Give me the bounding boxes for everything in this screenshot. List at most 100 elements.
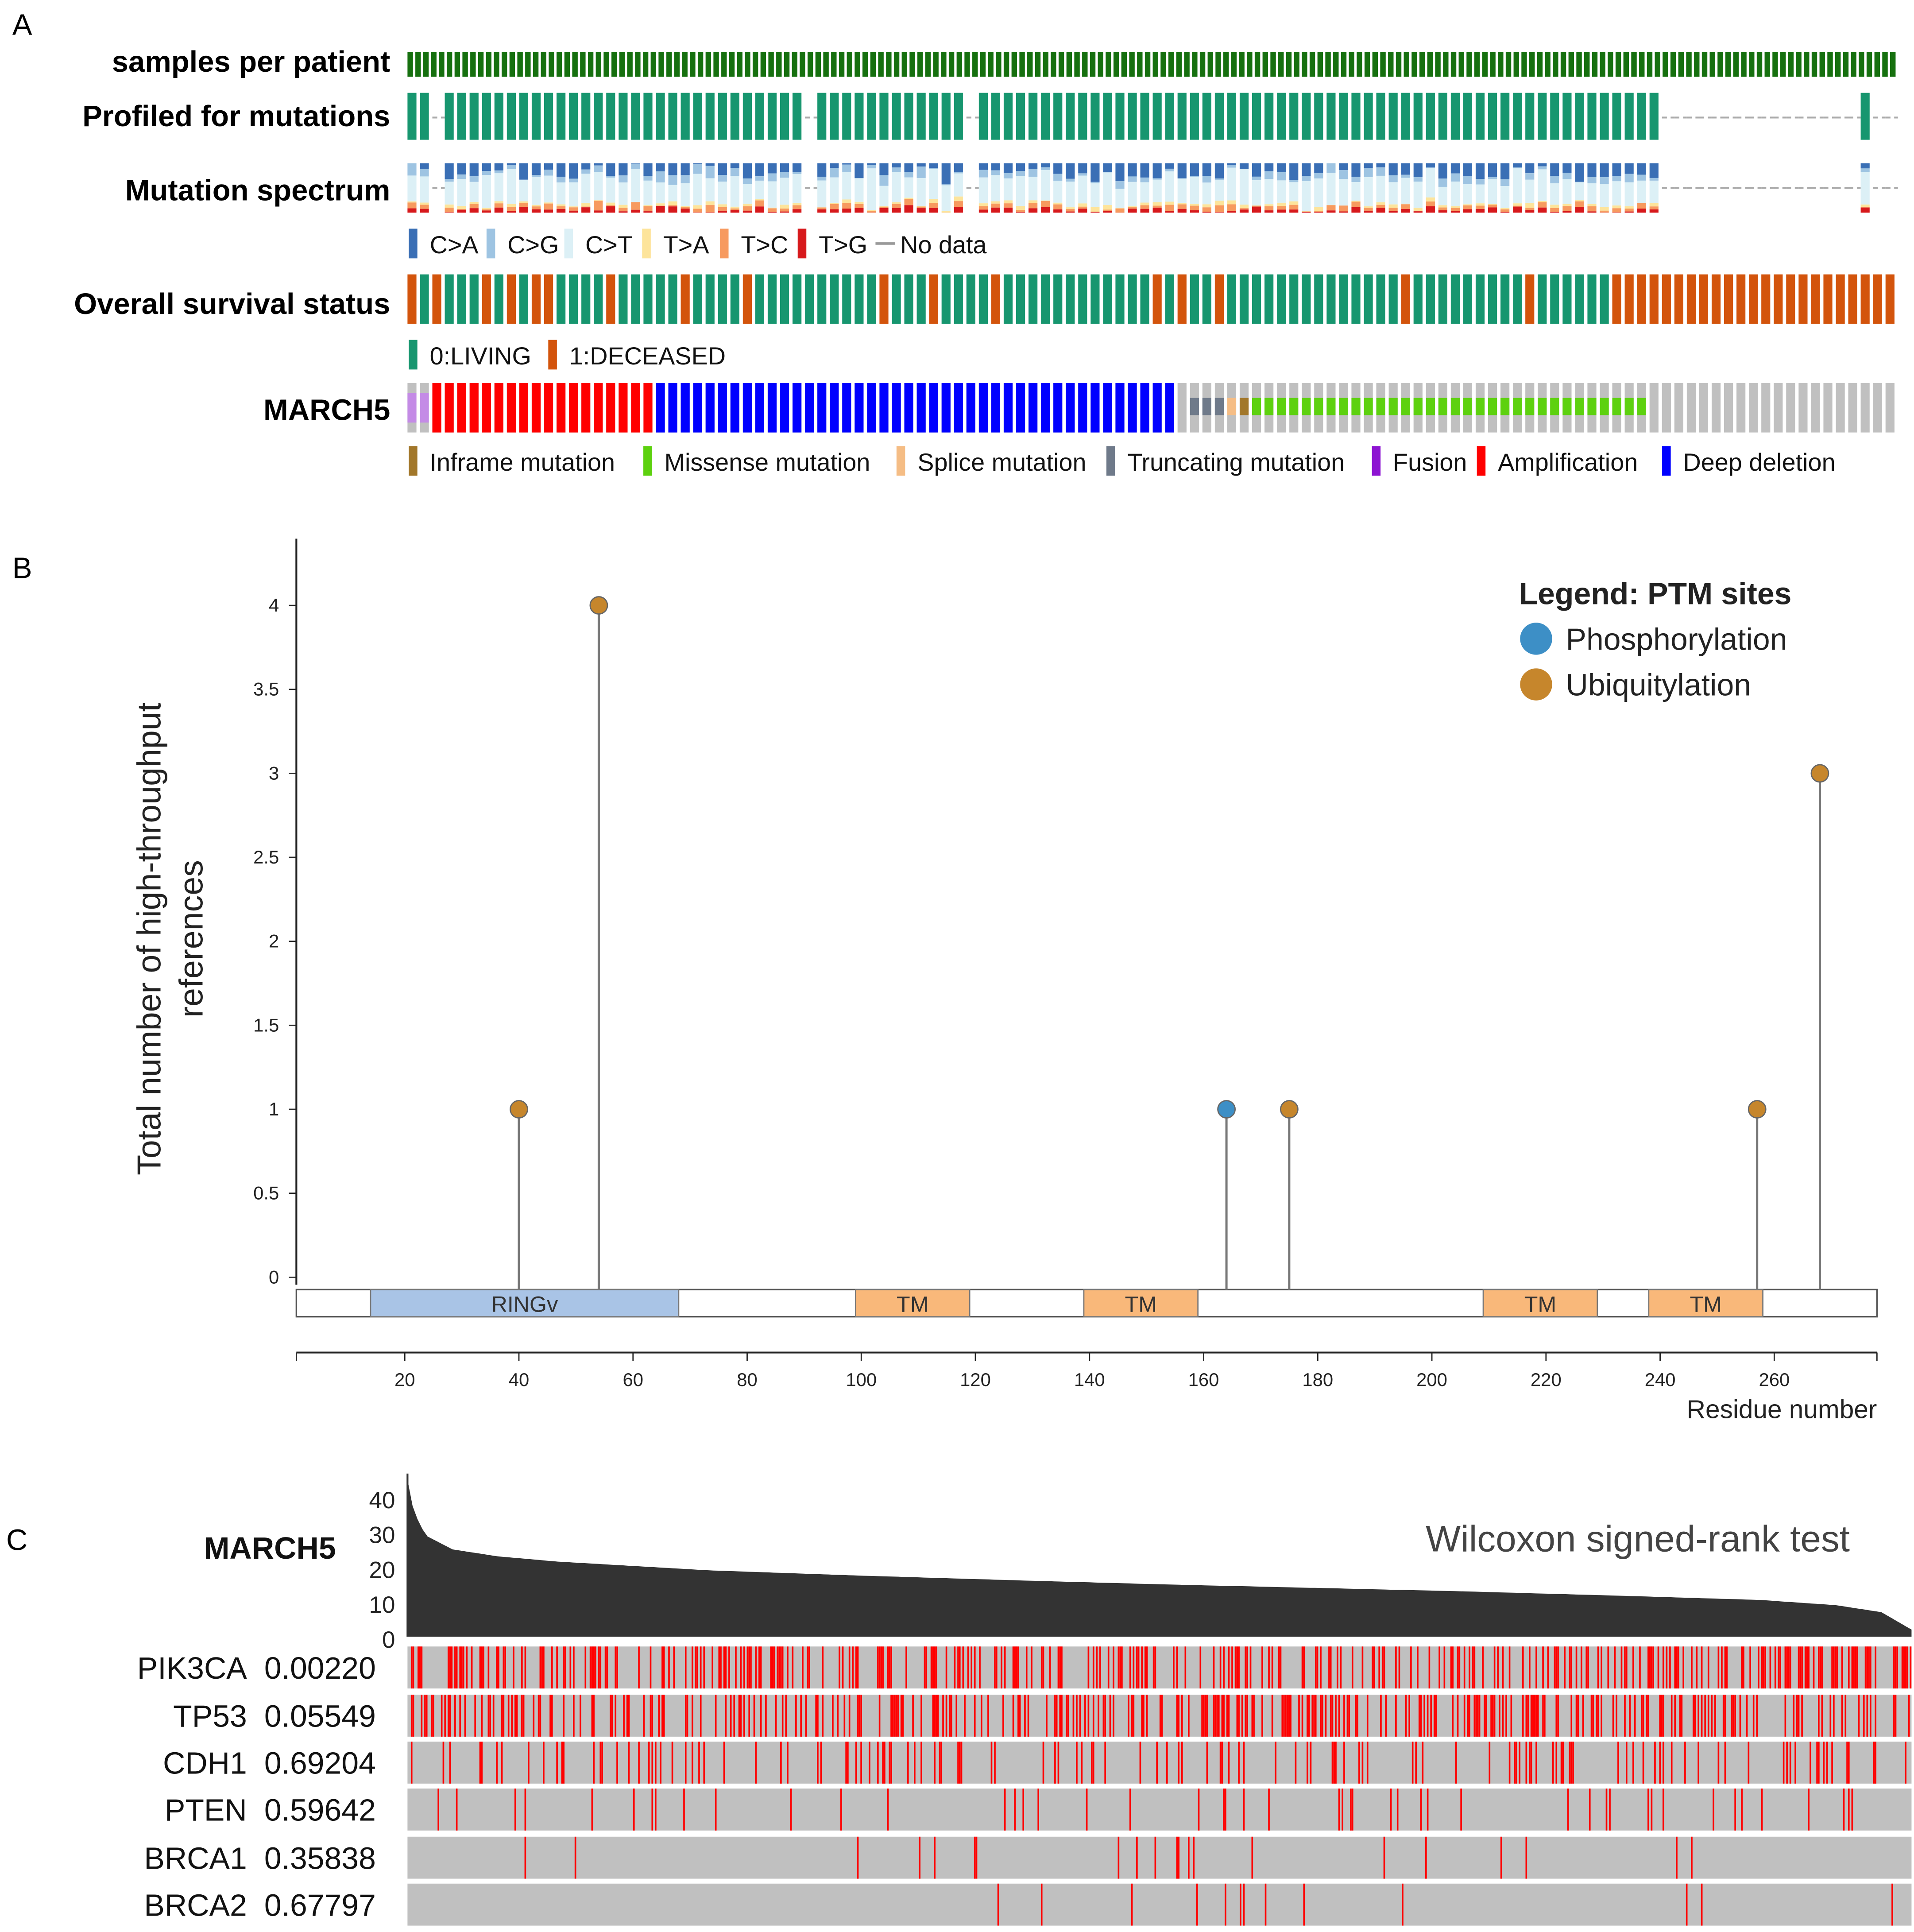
mutation-tick xyxy=(785,1695,787,1737)
spectrum-segment xyxy=(469,204,479,209)
survival-bar xyxy=(482,274,491,324)
samples-bar xyxy=(1396,52,1402,77)
mutation-tick xyxy=(447,1646,449,1689)
mutation-tick xyxy=(765,1695,767,1737)
mutation-tick xyxy=(599,1646,602,1689)
mutation-tick xyxy=(1102,1695,1105,1737)
samples-bar xyxy=(1082,52,1088,77)
mutation-tick xyxy=(1221,1695,1223,1737)
spectrum-segment xyxy=(780,163,789,172)
survival-bar xyxy=(941,274,951,324)
spectrum-segment xyxy=(954,201,963,207)
spectrum-segment xyxy=(1550,212,1559,213)
mutation-tick xyxy=(1647,1695,1649,1737)
spectrum-segment xyxy=(1624,211,1634,213)
spectrum-segment xyxy=(718,210,727,213)
spectrum-segment xyxy=(742,204,752,206)
mutation-tick xyxy=(787,1646,789,1689)
mutation-tick xyxy=(1799,1646,1802,1689)
survival-bar xyxy=(1090,274,1100,324)
spectrum-segment xyxy=(1388,182,1398,205)
spectrum-segment xyxy=(569,207,578,211)
spectrum-segment xyxy=(742,184,752,204)
spectrum-segment xyxy=(1177,178,1187,203)
mutation-tick xyxy=(884,1742,885,1784)
spectrum-segment xyxy=(445,163,454,179)
spectrum-segment xyxy=(668,206,677,213)
spectrum-segment xyxy=(978,203,988,206)
spectrum-segment xyxy=(1078,163,1087,174)
alteration-mutation xyxy=(1351,398,1361,415)
mutation-tick xyxy=(770,1646,772,1689)
mutation-tick xyxy=(848,1646,851,1689)
survival-bar xyxy=(966,274,975,324)
mutation-tick xyxy=(842,1646,844,1689)
mutation-tick xyxy=(1313,1695,1315,1737)
mutation-tick xyxy=(1555,1646,1558,1689)
spectrum-segment xyxy=(842,203,851,209)
mutation-tick xyxy=(1457,1646,1459,1689)
samples-bar xyxy=(1890,52,1896,77)
samples-bar xyxy=(549,52,554,77)
survival-bar xyxy=(1438,274,1447,324)
profiled-bar xyxy=(1525,93,1535,140)
spectrum-segment xyxy=(1053,163,1063,174)
samples-bar xyxy=(807,52,813,77)
spectrum-segment xyxy=(1438,207,1447,210)
mutation-tick xyxy=(496,1646,498,1689)
samples-bar xyxy=(925,52,931,77)
mutation-tick xyxy=(1405,1695,1407,1737)
profiled-bar xyxy=(1513,93,1522,140)
spectrum-segment xyxy=(767,212,777,213)
mutation-tick xyxy=(454,1646,456,1689)
survival-bar xyxy=(1873,274,1882,324)
spectrum-segment xyxy=(681,163,690,175)
spectrum-segment xyxy=(1326,205,1336,211)
mutation-tick xyxy=(1278,1646,1280,1689)
spectrum-segment xyxy=(1066,182,1075,208)
spectrum-segment xyxy=(1438,178,1447,187)
spectrum-segment xyxy=(1525,210,1535,213)
mutation-tick xyxy=(1425,1836,1427,1879)
mutation-tick xyxy=(695,1646,697,1689)
mutation-tick xyxy=(890,1646,892,1689)
spectrum-segment xyxy=(1364,208,1373,211)
mutation-tick xyxy=(934,1646,936,1689)
mutation-tick xyxy=(1529,1646,1531,1689)
samples-bar xyxy=(878,52,884,77)
spectrum-segment xyxy=(817,209,827,213)
profiled-bar xyxy=(867,93,876,140)
mutation-tick xyxy=(412,1695,414,1737)
spectrum-segment xyxy=(793,163,802,172)
spectrum-segment xyxy=(879,206,889,208)
spectrum-segment xyxy=(1637,208,1646,213)
y-tick-label: 3 xyxy=(269,763,279,783)
samples-bar xyxy=(697,52,704,77)
mutation-tick xyxy=(1731,1695,1733,1737)
alteration-mutation xyxy=(1600,398,1609,415)
mutation-tick xyxy=(882,1742,884,1784)
spectrum-segment xyxy=(1066,207,1075,209)
samples-bar xyxy=(1482,52,1488,77)
mutation-tick xyxy=(1301,1695,1303,1737)
mutation-tick xyxy=(720,1646,722,1689)
mutation-tick xyxy=(1587,1646,1589,1689)
samples-bar xyxy=(1490,52,1496,77)
spectrum-segment xyxy=(793,174,802,203)
mutation-tick xyxy=(686,1695,688,1737)
alteration-deep-deletion xyxy=(1041,383,1050,433)
samples-bar xyxy=(1874,52,1880,77)
mutation-tick xyxy=(1136,1646,1138,1689)
samples-bar xyxy=(1262,52,1268,77)
spectrum-segment xyxy=(1252,180,1261,205)
spectrum-segment xyxy=(445,207,454,213)
spectrum-segment xyxy=(855,208,864,213)
spectrum-segment xyxy=(718,175,727,182)
mutation-tick xyxy=(857,1695,859,1737)
gene-name: TP53 xyxy=(173,1699,247,1734)
mutation-tick xyxy=(1806,1646,1808,1689)
mutation-tick xyxy=(758,1646,760,1689)
alteration-mutation xyxy=(1388,398,1398,415)
spectrum-segment xyxy=(1003,163,1013,173)
mutation-tick xyxy=(1477,1695,1479,1737)
